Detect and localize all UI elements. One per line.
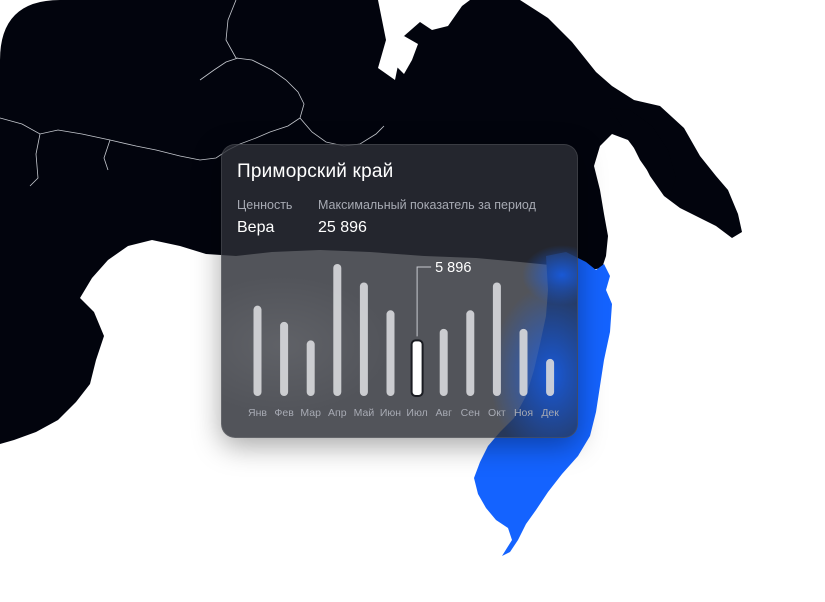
bar-10[interactable] bbox=[492, 282, 501, 396]
tick-label-1: Янв bbox=[248, 407, 267, 419]
bar-12[interactable] bbox=[546, 358, 555, 396]
tick-label-5: Май bbox=[354, 407, 375, 419]
bar-9[interactable] bbox=[466, 310, 475, 396]
card-title: Приморский край bbox=[237, 161, 394, 182]
tick-label-10: Окт bbox=[488, 407, 506, 419]
bar-2[interactable] bbox=[280, 321, 289, 396]
value-label: Ценность bbox=[237, 198, 293, 212]
tick-label-3: Мар bbox=[300, 407, 321, 419]
bar-6[interactable] bbox=[386, 310, 395, 396]
monthly-bar-chart: Янв Фев Мар Апр Май Июн Июл 5 896 Авг Сен Окт Ноя Де… bbox=[248, 260, 559, 419]
tick-label-9: Сен bbox=[461, 407, 480, 419]
bar-4[interactable] bbox=[333, 263, 342, 396]
tick-label-11: Ноя bbox=[514, 407, 533, 419]
map-inlet bbox=[396, 36, 418, 74]
bar-11[interactable] bbox=[519, 328, 528, 396]
tick-label-6: Июн bbox=[380, 407, 401, 419]
bar-3[interactable] bbox=[306, 340, 315, 396]
tick-label-7: Июл bbox=[406, 407, 427, 419]
tick-label-4: Апр bbox=[328, 407, 347, 419]
bar-5[interactable] bbox=[359, 282, 368, 396]
bar-1[interactable] bbox=[253, 305, 262, 396]
max-value: 25 896 bbox=[318, 219, 367, 236]
bar-8[interactable] bbox=[439, 328, 448, 396]
tick-label-2: Фев bbox=[274, 407, 294, 419]
value-text: Вера bbox=[237, 219, 275, 236]
tick-label-12: Дек bbox=[541, 407, 559, 419]
region-info-card: Приморский край Ценность Вера Максимальн… bbox=[221, 144, 578, 438]
max-label: Максимальный показатель за период bbox=[318, 198, 536, 212]
map-island bbox=[610, 108, 676, 196]
tick-label-8: Авг bbox=[435, 407, 452, 419]
selected-leader-line bbox=[416, 266, 432, 337]
bar-7[interactable] bbox=[410, 339, 424, 397]
selected-data-label: 5 896 bbox=[435, 260, 471, 276]
